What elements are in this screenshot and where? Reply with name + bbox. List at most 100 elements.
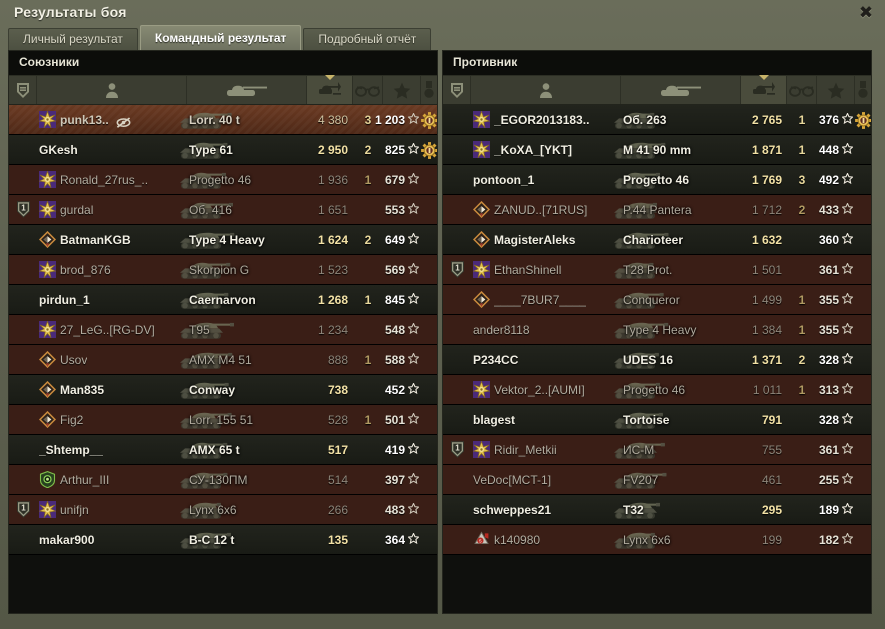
player-cell[interactable]: Ronald_27rus_.. [37,165,187,194]
table-row[interactable]: BatmanKGB Type 4 Heavy 1 624 2 649 [9,225,437,255]
table-row[interactable]: 1 EthanShinell T28 Prot. 1 501 361 [443,255,871,285]
player-cell[interactable]: BatmanKGB [37,225,187,254]
col-experience-header[interactable] [383,76,421,104]
allies-row-list: punk13.. Lorr. 40 t 4 380 3 1 203 GKesh Type 6… [9,105,437,555]
table-row[interactable]: Arthur_III СУ-130ПМ 514 397 [9,465,437,495]
experience-cell: 492 [817,165,855,194]
table-row[interactable]: Usov AMX M4 51 888 1 588 [9,345,437,375]
col-rank-header[interactable] [443,76,471,104]
spotted-cell: 1 [353,345,383,374]
table-row[interactable]: schweppes21 T32 295 189 [443,495,871,525]
table-row[interactable]: ander8118 Type 4 Heavy 1 384 1 355 [443,315,871,345]
col-medal-header[interactable] [855,76,871,104]
table-row[interactable]: brod_876 Skorpion G 1 523 569 [9,255,437,285]
player-cell[interactable]: _Shtemp__ [37,435,187,464]
table-row[interactable]: pontoon_1 Progetto 46 1 769 3 492 [443,165,871,195]
col-player-header[interactable] [471,76,621,104]
player-cell[interactable]: _KoXA_[YKT] [471,135,621,164]
tank-icon [659,82,703,98]
experience-value: 419 [384,442,405,457]
diamond-icon [472,200,491,219]
spotted-cell [787,495,817,524]
xp-star-icon [841,531,854,549]
player-cell[interactable]: Usov [37,345,187,374]
close-icon[interactable]: ✖ [858,3,874,22]
player-cell[interactable]: blagest [471,405,621,434]
player-cell[interactable]: VeDoc[MCT-1] [471,465,621,494]
table-row[interactable]: 1 unifjn Lynx 6x6 266 483 [9,495,437,525]
table-row[interactable]: 1 gurdal Об. 416 1 651 553 [9,195,437,225]
col-medal-header[interactable] [421,76,437,104]
table-row[interactable]: Fig2 Lorr. 155 51 528 1 501 [9,405,437,435]
player-cell[interactable]: unifjn [37,495,187,524]
damage-value: 1 871 [751,142,782,157]
player-cell[interactable]: Fig2 [37,405,187,434]
col-vehicle-header[interactable] [621,76,741,104]
table-row[interactable]: 1 Ridir_Metkii ИС-М 755 361 [443,435,871,465]
player-cell[interactable]: pirdun_1 [37,285,187,314]
table-row[interactable]: _Shtemp__ AMX 65 t 517 419 [9,435,437,465]
spotted-cell [353,495,383,524]
player-cell[interactable]: MagisterAleks [471,225,621,254]
experience-value: 679 [384,172,405,187]
table-row[interactable]: blagest Tortoise 791 328 [443,405,871,435]
col-rank-header[interactable] [9,76,37,104]
player-cell[interactable]: makar900 [37,525,187,554]
player-cell[interactable]: _EGOR2013183.. [471,105,621,134]
player-cell[interactable]: 27_LeG..[RG-DV] [37,315,187,344]
player-cell[interactable]: pontoon_1 [471,165,621,194]
tab-2[interactable]: Командный результат [139,25,302,50]
col-damage-header[interactable] [741,75,787,104]
table-row[interactable]: P234CC UDES 16 1 371 2 328 [443,345,871,375]
table-row[interactable]: Vektor_2..[AUMI] Progetto 46 1 011 1 313 [443,375,871,405]
col-spotted-header[interactable] [353,76,383,104]
player-cell[interactable]: P234CC [471,345,621,374]
player-cell[interactable]: schweppes21 [471,495,621,524]
player-cell[interactable]: ander8118 [471,315,621,344]
table-row[interactable]: Ronald_27rus_.. Progetto 46 1 936 1 679 [9,165,437,195]
player-cell[interactable]: gurdal [37,195,187,224]
player-cell[interactable]: Man835 [37,375,187,404]
player-cell[interactable]: Vektor_2..[AUMI] [471,375,621,404]
enemies-panel: Противник _EGOR2013183.. Об. 263 2 765 1 376… [442,50,872,614]
xp-star-icon [841,261,854,279]
player-name: Arthur_III [60,472,110,487]
rank-cell [443,375,471,404]
player-cell[interactable]: ZANUD..[71RUS] [471,195,621,224]
allies-panel: Союзники punk13.. Lorr. 40 t 4 380 3 1 203 GK… [8,50,438,614]
col-spotted-header[interactable] [787,76,817,104]
col-damage-header[interactable] [307,75,353,104]
table-row[interactable]: punk13.. Lorr. 40 t 4 380 3 1 203 [9,105,437,135]
svg-text:1: 1 [21,504,26,513]
table-row[interactable]: _KoXA_[YKT] M 41 90 mm 1 871 1 448 [443,135,871,165]
col-vehicle-header[interactable] [187,76,307,104]
vehicle-cell: Progetto 46 [180,165,307,194]
table-row[interactable]: pirdun_1 Caernarvon 1 268 1 845 [9,285,437,315]
damage-value: 461 [761,472,782,487]
table-row[interactable]: Man835 Conway 738 452 [9,375,437,405]
table-row[interactable]: _EGOR2013183.. Об. 263 2 765 1 376 [443,105,871,135]
table-row[interactable]: VeDoc[MCT-1] FV207 461 255 [443,465,871,495]
experience-cell: 361 [817,435,855,464]
player-cell[interactable]: brod_876 [37,255,187,284]
player-cell[interactable]: Ridir_Metkii [471,435,621,464]
player-cell[interactable]: GKesh [37,135,187,164]
enemies-header-label: Противник [453,55,518,69]
table-row[interactable]: ____7BUR7____ Conqueror 1 499 1 355 [443,285,871,315]
experience-value: 501 [384,412,405,427]
table-row[interactable]: 27_LeG..[RG-DV] T95 1 234 548 [9,315,437,345]
table-row[interactable]: ZANUD..[71RUS] P.44 Pantera 1 712 2 433 [443,195,871,225]
table-row[interactable]: GKesh Type 61 2 950 2 825 [9,135,437,165]
col-player-header[interactable] [37,76,187,104]
player-cell[interactable]: punk13.. [37,105,187,134]
player-cell[interactable]: EthanShinell [471,255,621,284]
player-cell[interactable]: ____7BUR7____ [471,285,621,314]
player-cell[interactable]: Arthur_III [37,465,187,494]
tab-1[interactable]: Личный результат [8,28,138,50]
table-row[interactable]: makar900 B-C 12 t 135 364 [9,525,437,555]
table-row[interactable]: MagisterAleks Charioteer 1 632 360 [443,225,871,255]
player-cell[interactable]: 5 k140980 [471,525,621,554]
tab-3[interactable]: Подробный отчёт [303,28,432,50]
table-row[interactable]: 5 k140980 Lynx 6x6 199 182 [443,525,871,555]
col-experience-header[interactable] [817,76,855,104]
